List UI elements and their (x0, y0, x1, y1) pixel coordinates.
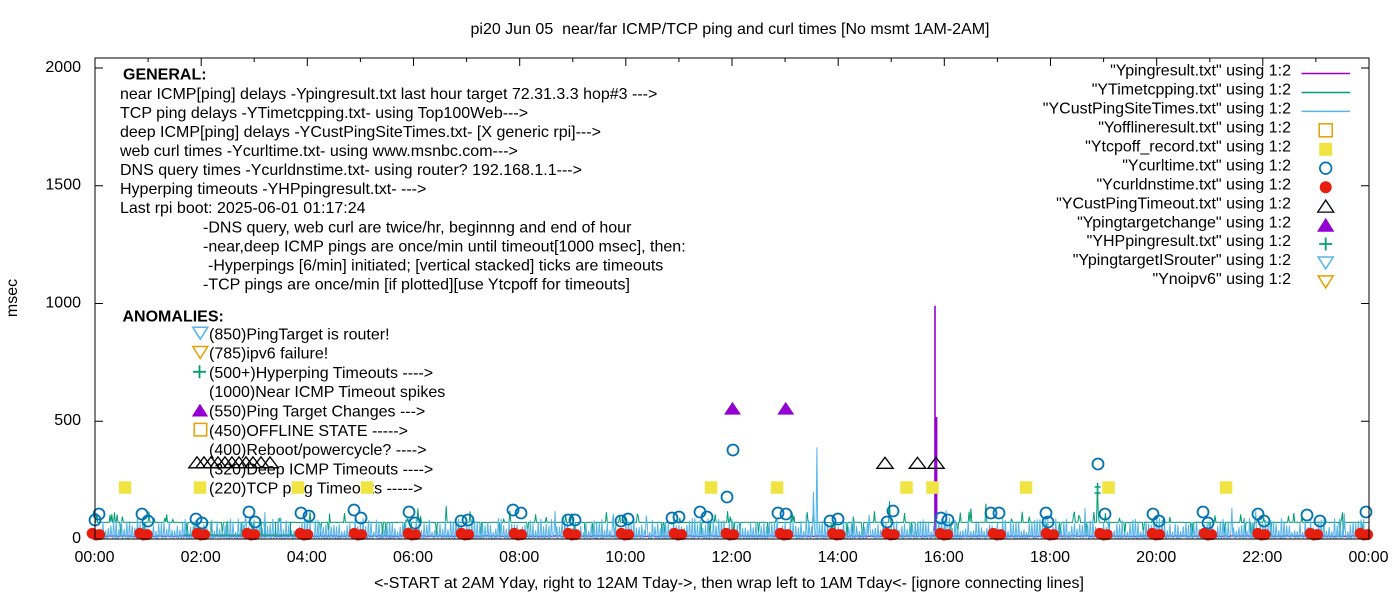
svg-text:near ICMP[ping] delays -Ypingr: near ICMP[ping] delays -Ypingresult.txt … (120, 86, 657, 103)
svg-text:16:00: 16:00 (924, 549, 964, 566)
svg-text:0: 0 (72, 530, 81, 547)
svg-text:02:00: 02:00 (181, 549, 221, 566)
svg-text:(550)Ping Target Changes --->: (550)Ping Target Changes ---> (209, 404, 425, 421)
svg-text:2000: 2000 (45, 59, 81, 76)
svg-text:Last rpi boot: 2025-06-01 01:1: Last rpi boot: 2025-06-01 01:17:24 (120, 200, 366, 217)
svg-text:(450)OFFLINE STATE ----->: (450)OFFLINE STATE -----> (209, 423, 408, 440)
svg-text:1500: 1500 (45, 177, 81, 194)
svg-text:Hyperping timeouts -YHPpingres: Hyperping timeouts -YHPpingresult.txt- -… (120, 181, 426, 198)
svg-text:20:00: 20:00 (1136, 549, 1176, 566)
svg-text:"YHPpingresult.txt" using 1:2: "YHPpingresult.txt" using 1:2 (1087, 233, 1291, 250)
svg-text:-TCP pings are once/min [if pl: -TCP pings are once/min [if plotted][use… (203, 276, 630, 293)
svg-text:-near,deep ICMP pings are once: -near,deep ICMP pings are once/min until… (203, 238, 686, 255)
svg-text:"YTimetcpping.txt" using 1:2: "YTimetcpping.txt" using 1:2 (1092, 82, 1291, 99)
svg-text:04:00: 04:00 (287, 549, 327, 566)
svg-text:500: 500 (54, 412, 81, 429)
svg-text:DNS query times -Ycurldnstime.: DNS query times -Ycurldnstime.txt- using… (120, 162, 582, 179)
svg-text:<-START at 2AM Yday, right to: <-START at 2AM Yday, right to 12AM Tday-… (374, 575, 1084, 592)
svg-text:10:00: 10:00 (605, 549, 645, 566)
svg-text:msec: msec (4, 279, 21, 317)
svg-text:deep ICMP[ping] delays -YCustP: deep ICMP[ping] delays -YCustPingSiteTim… (120, 124, 601, 141)
svg-text:"Ytcpoff_record.txt" using 1:2: "Ytcpoff_record.txt" using 1:2 (1085, 139, 1291, 156)
svg-text:08:00: 08:00 (499, 549, 539, 566)
svg-text:14:00: 14:00 (818, 549, 858, 566)
svg-text:GENERAL:: GENERAL: (123, 67, 207, 84)
svg-text:"Ycurltime.txt" using 1:2: "Ycurltime.txt" using 1:2 (1122, 157, 1291, 174)
svg-text:18:00: 18:00 (1030, 549, 1070, 566)
svg-text:1000: 1000 (45, 294, 81, 311)
svg-text:(500+)Hyperping Timeouts ---->: (500+)Hyperping Timeouts ----> (209, 365, 433, 382)
svg-text:22:00: 22:00 (1242, 549, 1282, 566)
svg-text:web curl times -Ycurltime.txt-: web curl times -Ycurltime.txt- using www… (119, 143, 518, 160)
svg-text:00:00: 00:00 (74, 549, 114, 566)
svg-text:"Yofflineresult.txt" using 1:2: "Yofflineresult.txt" using 1:2 (1098, 120, 1291, 137)
svg-text:-Hyperpings [6/min] initiated;: -Hyperpings [6/min] initiated; [vertical… (208, 257, 663, 274)
svg-text:(220)TCP ping Timeouts ----->: (220)TCP ping Timeouts -----> (209, 481, 423, 498)
svg-text:(850)PingTarget is router!: (850)PingTarget is router! (209, 326, 390, 343)
svg-text:"YpingtargetISrouter" using 1:: "YpingtargetISrouter" using 1:2 (1073, 252, 1291, 269)
svg-text:06:00: 06:00 (393, 549, 433, 566)
svg-text:"Ynoipv6" using 1:2: "Ynoipv6" using 1:2 (1152, 271, 1291, 288)
svg-text:(400)Reboot/powercycle? ---->: (400)Reboot/powercycle? ----> (209, 442, 426, 459)
svg-text:12:00: 12:00 (711, 549, 751, 566)
svg-text:"Ypingtargetchange" using 1:2: "Ypingtargetchange" using 1:2 (1077, 214, 1291, 231)
svg-text:"Ycurldnstime.txt" using 1:2: "Ycurldnstime.txt" using 1:2 (1096, 176, 1291, 193)
svg-text:(785)ipv6 failure!: (785)ipv6 failure! (209, 346, 328, 363)
svg-text:"YCustPingTimeout.txt" using 1: "YCustPingTimeout.txt" using 1:2 (1056, 195, 1291, 212)
svg-text:pi20 Jun 05 near/far ICMP/TCP: pi20 Jun 05 near/far ICMP/TCP ping and c… (470, 21, 989, 38)
svg-text:(320)Deep ICMP Timeouts ---->: (320)Deep ICMP Timeouts ----> (209, 461, 433, 478)
svg-text:(1000)Near ICMP Timeout spikes: (1000)Near ICMP Timeout spikes (209, 384, 445, 401)
svg-text:"Ypingresult.txt" using 1:2: "Ypingresult.txt" using 1:2 (1110, 63, 1291, 80)
svg-text:00:00: 00:00 (1348, 549, 1388, 566)
svg-text:ANOMALIES:: ANOMALIES: (123, 309, 224, 326)
svg-text:"YCustPingSiteTimes.txt" using: "YCustPingSiteTimes.txt" using 1:2 (1043, 101, 1291, 118)
svg-text:TCP ping delays -YTimetcpping.: TCP ping delays -YTimetcpping.txt- using… (120, 105, 528, 122)
svg-text:-DNS query, web curl are twice: -DNS query, web curl are twice/hr, begin… (203, 219, 632, 236)
